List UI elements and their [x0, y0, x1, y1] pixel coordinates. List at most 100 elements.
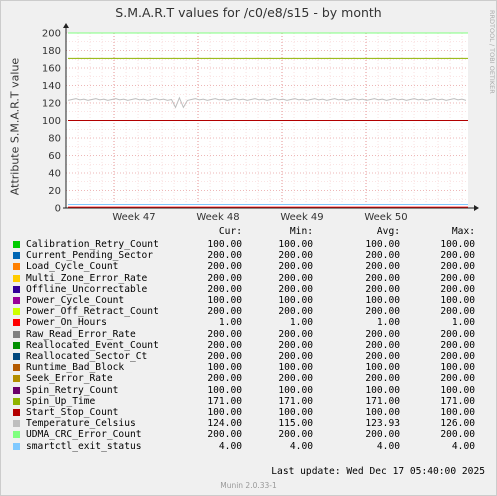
legend-value-cur: 100.00 [207, 407, 242, 418]
legend-value-min: 100.00 [278, 384, 313, 396]
legend-swatch [13, 353, 20, 360]
legend-value-cur: 200.00 [207, 261, 242, 273]
legend-value-avg: 200.00 [365, 250, 400, 262]
legend-value-avg: 171.00 [365, 395, 400, 407]
legend-header-avg: Avg: [376, 226, 400, 237]
legend-value-min: 200.00 [278, 429, 313, 441]
y-tick-label: 20 [48, 186, 61, 197]
legend-value-avg: 200.00 [365, 339, 400, 351]
legend-series-name: Calibration_Retry_Count [26, 239, 159, 250]
legend-value-min: 200.00 [278, 283, 313, 295]
legend-value-min: 200.00 [278, 306, 313, 318]
legend-swatch [13, 263, 20, 271]
legend-value-max: 200.00 [440, 328, 475, 340]
legend-value-min: 200.00 [278, 339, 313, 351]
legend-series-name: Offline_Uncorrectable [26, 283, 148, 295]
y-tick-label: 200 [42, 29, 61, 40]
legend-swatch [13, 297, 20, 304]
legend-value-avg: 100.00 [365, 407, 400, 418]
legend-value-avg: 123.93 [365, 418, 400, 430]
legend-swatch [13, 274, 20, 282]
legend-value-cur: 1.00 [218, 317, 242, 329]
legend-header-max: Max: [451, 226, 475, 237]
x-tick-label: Week 47 [112, 212, 155, 223]
legend-swatch [13, 431, 20, 439]
legend-row: Seek_Error_Rate 200.00 200.00 200.00 200.00 [13, 373, 488, 385]
legend-value-cur: 100.00 [207, 295, 242, 306]
legend-value-max: 200.00 [440, 306, 475, 318]
legend-series-name: Current_Pending_Sector [26, 250, 154, 262]
legend-value-cur: 124.00 [207, 418, 242, 430]
legend-row: Reallocated_Sector_Ct 200.00 200.00 200.00 2… [13, 351, 488, 363]
legend-series-name: Reallocated_Sector_Ct [26, 351, 148, 362]
legend-value-max: 200.00 [440, 250, 475, 262]
legend-value-max: 126.00 [440, 418, 475, 430]
legend-row: Multi_Zone_Error_Rate 200.00 200.00 200.00 2… [13, 273, 488, 285]
legend-value-max: 1.00 [451, 317, 475, 329]
y-tick-label: 60 [48, 151, 61, 162]
legend-series-name: Runtime_Bad_Block [26, 362, 125, 374]
legend-value-avg: 200.00 [365, 306, 400, 318]
legend-header-cur: Cur: [218, 226, 242, 237]
legend-series-name: Start_Stop_Count [26, 407, 119, 418]
legend-row: Power_Off_Retract_Count 200.00 200.00 200.0… [13, 306, 488, 318]
legend-value-min: 115.00 [278, 418, 313, 430]
legend-value-min: 1.00 [289, 317, 313, 329]
rrdtool-watermark: RRDTOOL / TOBI OETIKER [488, 10, 496, 94]
legend-swatch [13, 341, 20, 349]
y-tick-label: 0 [55, 204, 61, 215]
legend-value-cur: 200.00 [207, 283, 242, 295]
legend-swatch [13, 375, 20, 383]
legend-series-name: UDMA_CRC_Error_Count [26, 429, 142, 441]
y-tick-label: 140 [42, 81, 61, 92]
legend-row: Spin_Retry_Count 100.00 100.00 100.00 100.00 [13, 385, 488, 397]
legend-value-max: 100.00 [440, 362, 475, 374]
legend-value-max: 200.00 [440, 351, 475, 362]
legend-value-cur: 200.00 [207, 373, 242, 385]
legend-swatch [13, 442, 20, 450]
legend-row: Reallocated_Event_Count 200.00 200.00 200.0… [13, 340, 488, 352]
legend-row: Start_Stop_Count 100.00 100.00 100.00 100.00 [13, 407, 488, 419]
legend-value-max: 200.00 [440, 373, 475, 385]
legend-value-cur: 171.00 [207, 395, 242, 407]
legend-row: Temperature_Celsius 124.00 115.00 123.93 126… [13, 418, 488, 430]
legend-value-min: 4.00 [289, 440, 313, 452]
munin-version: Munin 2.0.33-1 [220, 481, 277, 490]
legend-value-max: 4.00 [451, 440, 475, 452]
last-update: Last update: Wed Dec 17 05:40:00 2025 [271, 466, 485, 477]
legend-value-avg: 100.00 [365, 295, 400, 306]
legend-row: UDMA_CRC_Error_Count 200.00 200.00 200.00 20… [13, 429, 488, 441]
legend-series-name: Spin_Retry_Count [26, 384, 119, 396]
legend-value-max: 100.00 [440, 384, 475, 396]
legend-value-avg: 100.00 [365, 362, 400, 374]
legend-swatch [13, 252, 20, 260]
legend-swatch [13, 319, 20, 327]
legend-row: Spin_Up_Time 171.00 171.00 171.00 171.00 [13, 396, 488, 408]
legend-value-avg: 200.00 [365, 429, 400, 441]
legend-value-avg: 100.00 [365, 239, 400, 250]
legend-value-cur: 200.00 [207, 250, 242, 262]
legend-value-max: 171.00 [440, 395, 475, 407]
y-axis-arrow [63, 23, 69, 28]
legend-value-min: 100.00 [278, 295, 313, 306]
legend-row: Current_Pending_Sector 200.00 200.00 200.00… [13, 250, 488, 262]
legend-value-avg: 4.00 [376, 440, 400, 452]
legend-swatch [13, 409, 20, 416]
series-line-temperature-celsius [67, 96, 467, 109]
legend-swatch [13, 420, 20, 428]
legend-swatch [13, 397, 20, 405]
y-tick-label: 160 [42, 64, 61, 75]
legend-value-avg: 1.00 [376, 317, 400, 329]
legend-swatch [13, 308, 20, 316]
legend-value-min: 200.00 [278, 373, 313, 385]
legend-swatch [13, 364, 20, 372]
legend-series-name: Temperature_Celsius [26, 418, 136, 430]
legend-value-cur: 200.00 [207, 328, 242, 340]
y-tick-label: 80 [48, 134, 61, 145]
legend-value-max: 100.00 [440, 407, 475, 418]
legend-value-max: 200.00 [440, 283, 475, 295]
legend-swatch [13, 330, 20, 338]
legend-value-cur: 100.00 [207, 362, 242, 374]
legend-row: Raw_Read_Error_Rate 200.00 200.00 200.00 200… [13, 329, 488, 341]
legend-row: Runtime_Bad_Block 100.00 100.00 100.00 100.0… [13, 362, 488, 374]
